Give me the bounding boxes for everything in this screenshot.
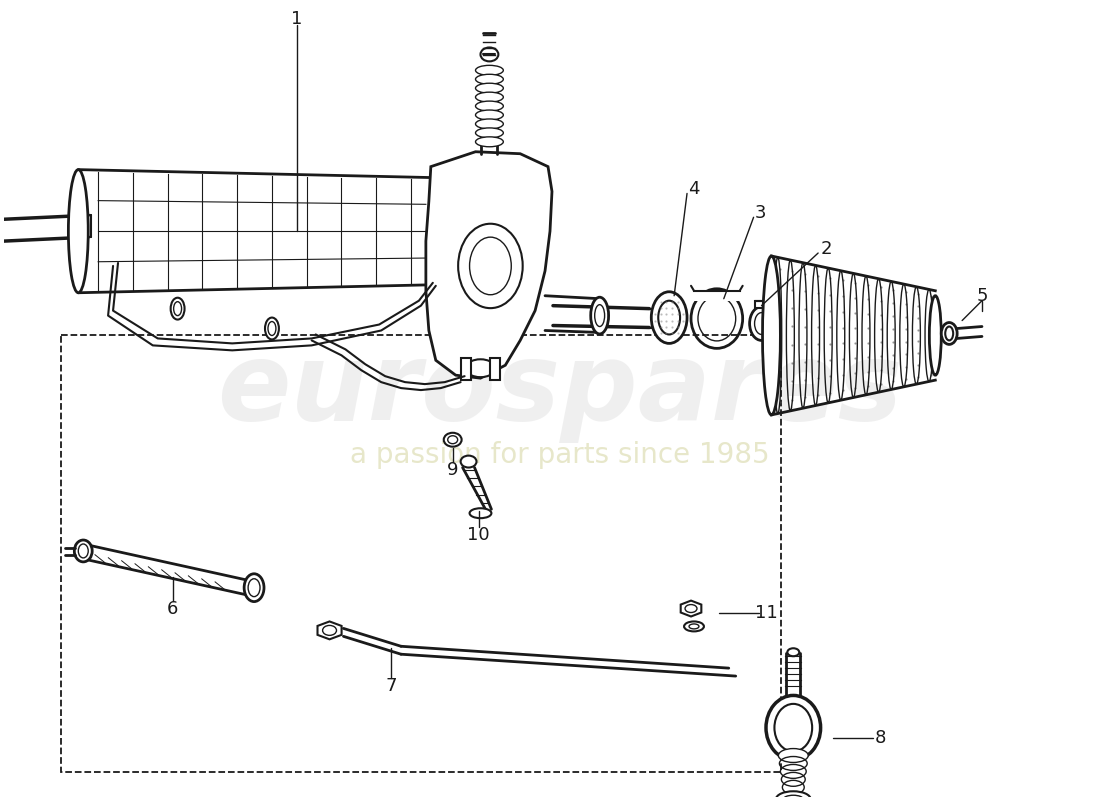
Polygon shape <box>755 301 769 308</box>
Ellipse shape <box>651 292 688 343</box>
Ellipse shape <box>689 624 698 629</box>
Ellipse shape <box>749 306 773 341</box>
Ellipse shape <box>244 574 264 602</box>
Text: 6: 6 <box>167 599 178 618</box>
Text: 5: 5 <box>976 286 988 305</box>
Ellipse shape <box>475 83 504 93</box>
Ellipse shape <box>942 322 957 344</box>
Bar <box>62 335 781 772</box>
Ellipse shape <box>776 791 811 800</box>
Ellipse shape <box>475 101 504 111</box>
Text: 9: 9 <box>447 461 459 478</box>
Bar <box>694 290 744 301</box>
Ellipse shape <box>475 110 504 120</box>
Ellipse shape <box>481 47 498 62</box>
Text: 1: 1 <box>292 10 302 28</box>
Ellipse shape <box>475 119 504 129</box>
Ellipse shape <box>265 318 279 339</box>
Polygon shape <box>318 622 342 639</box>
Ellipse shape <box>475 92 504 102</box>
Polygon shape <box>426 152 552 378</box>
Ellipse shape <box>658 301 680 334</box>
Ellipse shape <box>470 508 492 518</box>
Text: 4: 4 <box>689 181 700 198</box>
Ellipse shape <box>930 296 942 375</box>
Text: 8: 8 <box>874 729 887 746</box>
Ellipse shape <box>465 359 495 377</box>
Ellipse shape <box>461 456 476 467</box>
Ellipse shape <box>443 433 462 446</box>
Ellipse shape <box>475 66 504 75</box>
Text: 10: 10 <box>468 526 490 544</box>
Ellipse shape <box>684 622 704 631</box>
Ellipse shape <box>475 137 504 146</box>
Ellipse shape <box>68 170 88 293</box>
Text: eurospares: eurospares <box>217 337 903 443</box>
Ellipse shape <box>170 298 185 319</box>
Ellipse shape <box>945 326 954 341</box>
Ellipse shape <box>779 749 808 762</box>
Text: 2: 2 <box>821 240 832 258</box>
Text: 11: 11 <box>755 603 778 622</box>
Text: a passion for parts since 1985: a passion for parts since 1985 <box>350 441 770 469</box>
Text: 3: 3 <box>755 204 767 222</box>
Ellipse shape <box>762 256 780 415</box>
Ellipse shape <box>75 540 92 562</box>
Ellipse shape <box>766 695 821 760</box>
Ellipse shape <box>448 436 458 444</box>
Ellipse shape <box>591 298 608 334</box>
Polygon shape <box>681 601 702 617</box>
Ellipse shape <box>475 74 504 84</box>
Polygon shape <box>461 358 471 380</box>
Ellipse shape <box>475 128 504 138</box>
Polygon shape <box>491 358 501 380</box>
Ellipse shape <box>788 648 800 656</box>
Text: 7: 7 <box>385 677 397 695</box>
